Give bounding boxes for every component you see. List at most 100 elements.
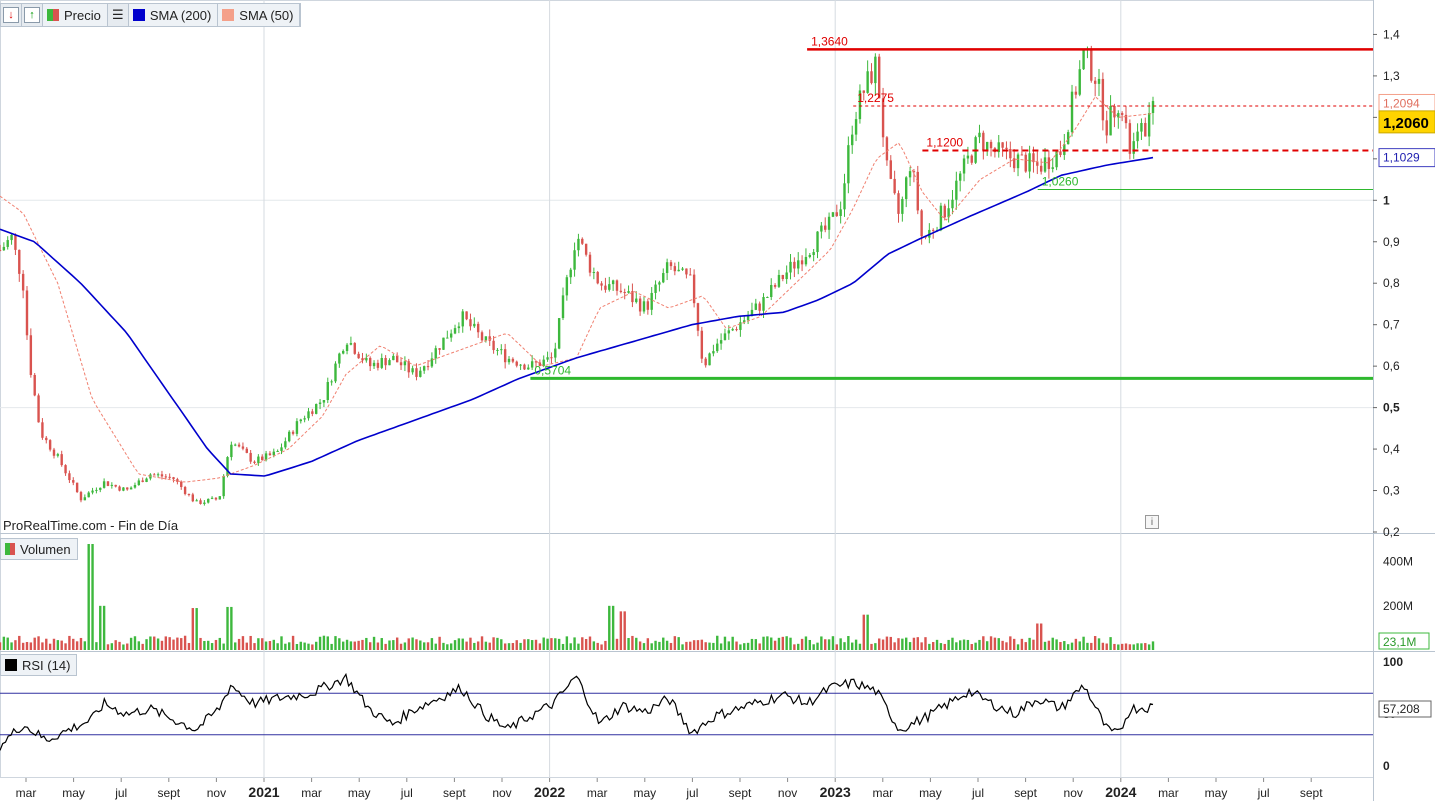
volume-bar xyxy=(272,639,275,650)
x-tick-label: nov xyxy=(1064,786,1083,800)
buy-button[interactable]: ↑ xyxy=(22,4,43,26)
volume-bar xyxy=(153,636,156,650)
volume-bar xyxy=(600,644,603,650)
volume-bar xyxy=(870,643,873,650)
volume-bar xyxy=(183,635,187,650)
y-tick-label: 0,9 xyxy=(1383,235,1400,249)
candle-body xyxy=(68,473,71,481)
candle-body xyxy=(199,500,202,504)
sma50-series-toggle[interactable]: SMA (50) xyxy=(218,4,301,26)
candle-body xyxy=(203,502,206,504)
volume-bar xyxy=(939,643,943,650)
volume-bar xyxy=(365,637,368,650)
volume-bar xyxy=(538,643,542,650)
volume-bar xyxy=(419,640,422,650)
volume-bar xyxy=(982,636,985,650)
volume-bar xyxy=(368,642,372,650)
volume-bar xyxy=(1086,642,1089,650)
candle-body xyxy=(557,318,561,349)
candle-body xyxy=(1070,91,1074,133)
candle-body xyxy=(37,395,40,423)
volume-bar xyxy=(974,642,977,650)
candle-body xyxy=(719,340,723,344)
candle-body xyxy=(79,492,83,501)
volume-bar xyxy=(102,605,106,650)
volume-bar xyxy=(735,641,738,650)
volume-bar xyxy=(889,636,892,650)
volume-bar xyxy=(773,640,777,650)
volume-bar xyxy=(149,636,152,650)
rsi-color-swatch xyxy=(5,659,17,671)
volume-bar xyxy=(503,643,507,650)
y-tick-label: 0,2 xyxy=(1383,525,1400,539)
candle-body xyxy=(893,178,896,194)
candle-body xyxy=(1028,153,1031,172)
candle-body xyxy=(180,481,183,488)
info-icon[interactable]: i xyxy=(1145,515,1159,529)
volume-bar xyxy=(1147,644,1151,650)
candle-body xyxy=(218,496,222,500)
candle-body xyxy=(785,272,788,280)
candle-body xyxy=(365,357,368,361)
x-tick-label: 2023 xyxy=(820,784,851,800)
candle-body xyxy=(1136,131,1139,142)
rsi-line xyxy=(0,672,1154,751)
volume-bar xyxy=(480,636,484,650)
volume-bar xyxy=(122,644,125,650)
volume-bar xyxy=(29,642,33,650)
candle-body xyxy=(264,453,268,461)
candle-body xyxy=(604,285,607,290)
candle-body xyxy=(758,303,761,311)
x-tick-label: mar xyxy=(587,786,608,800)
volume-bar xyxy=(1001,640,1004,650)
candle-body xyxy=(812,252,815,256)
volume-panel-label[interactable]: Volumen xyxy=(0,538,78,560)
indicator-list-button[interactable]: ☰ xyxy=(107,4,129,26)
candle-body xyxy=(561,295,565,319)
volume-bar xyxy=(473,642,476,650)
volume-tick-label: 200M xyxy=(1383,599,1413,613)
candle-body xyxy=(982,132,985,151)
volume-bar xyxy=(388,640,391,650)
candle-body xyxy=(866,71,869,93)
candle-body xyxy=(773,285,777,287)
candle-body xyxy=(322,400,326,403)
candle-body xyxy=(241,446,245,449)
candle-body xyxy=(168,476,171,478)
volume-bar xyxy=(989,636,993,650)
candle-body xyxy=(496,349,499,351)
candle-body xyxy=(253,461,256,463)
candle-body xyxy=(465,311,468,320)
candle-body xyxy=(870,71,873,84)
candle-body xyxy=(901,199,904,214)
price-level-label: 1,2275 xyxy=(857,91,894,105)
price-series-toggle[interactable]: Precio xyxy=(43,4,108,26)
candle-body xyxy=(920,210,923,237)
volume-bar xyxy=(1059,642,1062,650)
sell-button[interactable]: ↓ xyxy=(1,4,22,26)
candle-body xyxy=(658,282,661,285)
sma200-label: SMA (200) xyxy=(149,7,212,23)
volume-bar xyxy=(0,642,2,650)
candle-body xyxy=(384,357,387,366)
sma200-series-toggle[interactable]: SMA (200) xyxy=(129,4,219,26)
volume-bar xyxy=(1070,642,1074,650)
price-level-label: 0,5704 xyxy=(534,363,571,377)
candle-body xyxy=(762,297,765,311)
x-tick-label: jul xyxy=(400,786,413,800)
candle-body xyxy=(677,269,680,272)
x-tick-label: 2022 xyxy=(534,784,565,800)
volume-bar xyxy=(1009,636,1012,650)
candle-body xyxy=(372,362,376,367)
volume-bar xyxy=(858,643,862,650)
volume-bar xyxy=(596,642,599,650)
candle-body xyxy=(29,335,33,375)
rsi-panel-label[interactable]: RSI (14) xyxy=(0,654,78,676)
volume-bar xyxy=(37,636,40,650)
candle-body xyxy=(503,349,507,363)
candle-body xyxy=(1024,154,1027,172)
candle-body xyxy=(10,234,13,241)
volume-bar xyxy=(820,636,823,650)
volume-bar xyxy=(1144,643,1147,650)
volume-bar xyxy=(411,637,414,650)
